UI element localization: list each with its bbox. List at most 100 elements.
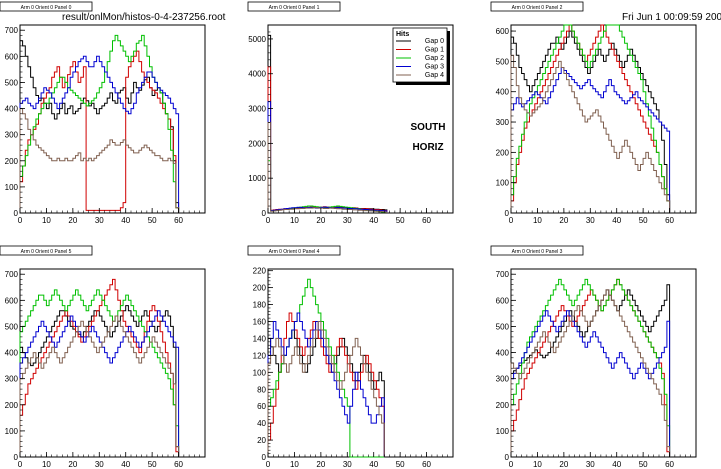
y-tick-label: 100 [5, 183, 19, 192]
panel-title-box [490, 1, 584, 12]
y-tick-label: 400 [5, 349, 19, 358]
panel-title-box [490, 245, 584, 256]
x-tick-label: 50 [148, 216, 157, 225]
legend-entry: Gap 2 [425, 55, 444, 62]
series-line-4 [510, 54, 671, 213]
y-tick-label: 300 [496, 375, 510, 384]
y-tick-label: 100 [5, 427, 19, 436]
series-line-1 [267, 312, 385, 457]
x-tick-label: 40 [121, 460, 130, 469]
timestamp-header: Fri Jun 1 00:09:59 2007 [622, 12, 721, 23]
y-tick-label: 60 [257, 402, 266, 411]
y-tick-label: 0 [505, 453, 510, 462]
panel-title-box [247, 245, 341, 256]
x-tick-label: 10 [290, 460, 299, 469]
series-line-4 [267, 321, 385, 457]
y-tick-label: 20 [257, 436, 266, 445]
panel-title-box [247, 1, 341, 12]
x-tick-label: 30 [586, 216, 595, 225]
x-tick-label: 50 [639, 460, 648, 469]
y-tick-label: 3000 [248, 105, 266, 114]
x-tick-label: 50 [639, 216, 648, 225]
y-tick-label: 120 [253, 351, 267, 360]
y-tick-label: 700 [5, 26, 19, 35]
series-line-0 [267, 34, 388, 213]
chart-panel-0: Arm 0 Orient 0 Panel 00 10 20 30 40 50 6001002… [0, 1, 206, 225]
y-tick-label: 5000 [248, 35, 266, 44]
x-tick-label: 60 [174, 216, 183, 225]
y-tick-label: 600 [5, 52, 19, 61]
series-line-4 [19, 315, 180, 457]
y-tick-label: 200 [5, 401, 19, 410]
legend-entry: Gap 1 [425, 47, 444, 54]
y-tick-label: 4000 [248, 70, 266, 79]
y-tick-label: 500 [5, 78, 19, 87]
x-tick-label: 30 [586, 460, 595, 469]
series-line-3 [267, 101, 388, 213]
y-tick-label: 2000 [248, 139, 266, 148]
y-tick-label: 500 [496, 57, 510, 66]
x-tick-label: 10 [42, 460, 51, 469]
x-tick-label: 0 [18, 216, 23, 225]
series-line-4 [510, 289, 671, 457]
x-tick-label: 30 [343, 460, 352, 469]
series-line-3 [19, 310, 180, 457]
x-tick-label: 20 [316, 216, 325, 225]
legend-box [392, 27, 448, 83]
x-tick-label: 10 [533, 460, 542, 469]
panel-title: Arm 0 Orient 0 Panel 0 [21, 5, 72, 11]
series-line-1 [19, 50, 180, 213]
series-line-1 [19, 278, 180, 457]
y-tick-label: 400 [5, 105, 19, 114]
series-line-3 [510, 310, 671, 457]
chart-panel-2: Arm 0 Orient 0 Panel 20 10 20 30 40 50 6001002… [490, 1, 697, 225]
y-tick-label: 200 [5, 157, 19, 166]
panel-title-box [0, 245, 93, 256]
x-tick-label: 10 [42, 216, 51, 225]
panel-title: Arm 0 Orient 0 Panel 4 [269, 249, 320, 255]
y-tick-label: 140 [253, 334, 267, 343]
x-tick-label: 0 [509, 460, 514, 469]
x-tick-label: 40 [612, 460, 621, 469]
plot-frame [267, 268, 454, 458]
y-tick-label: 40 [257, 419, 266, 428]
y-tick-label: 180 [253, 301, 267, 310]
series-line-3 [510, 67, 671, 213]
panel-annotation: SOUTH [411, 122, 446, 133]
y-tick-label: 80 [257, 385, 266, 394]
x-tick-label: 0 [509, 216, 514, 225]
series-line-2 [267, 278, 385, 458]
y-tick-label: 300 [5, 131, 19, 140]
x-tick-label: 0 [266, 216, 271, 225]
chart-panel-4: Arm 0 Orient 0 Panel 4 0 10 20 30 40 50 60 0 20 40… [247, 245, 454, 469]
x-tick-label: 20 [559, 460, 568, 469]
y-tick-label: 400 [496, 349, 510, 358]
chart-panel-1: Arm 0 Orient 0 Panel 1 0 10 20 30 40 50 60 0 1000… [247, 1, 454, 225]
series-line-2 [510, 278, 671, 457]
y-tick-label: 300 [496, 118, 510, 127]
x-tick-label: 50 [396, 460, 405, 469]
y-tick-label: 100 [253, 368, 267, 377]
x-tick-label: 30 [95, 460, 104, 469]
x-tick-label: 30 [343, 216, 352, 225]
series-line-2 [267, 160, 388, 213]
series-line-4 [267, 122, 388, 213]
x-tick-label: 20 [68, 460, 77, 469]
y-tick-label: 0 [262, 209, 267, 218]
x-tick-label: 50 [396, 216, 405, 225]
chart-panel-3: Arm 0 Orient 0 Panel 50 10 20 30 40 50 6001002… [0, 245, 206, 469]
y-tick-label: 0 [14, 209, 19, 218]
y-tick-label: 200 [496, 148, 510, 157]
chart-panel-5: Arm 0 Orient 0 Panel 30 10 20 30 40 50 6001002… [490, 245, 697, 469]
y-tick-label: 600 [496, 27, 510, 36]
series-line-1 [267, 66, 388, 213]
series-line-0 [19, 305, 180, 457]
y-tick-label: 160 [253, 318, 267, 327]
x-tick-label: 10 [533, 216, 542, 225]
y-tick-label: 200 [253, 284, 267, 293]
x-tick-label: 60 [422, 460, 431, 469]
x-tick-label: 50 [148, 460, 157, 469]
y-tick-label: 0 [505, 209, 510, 218]
plot-frame [19, 24, 206, 214]
y-tick-label: 100 [496, 179, 510, 188]
